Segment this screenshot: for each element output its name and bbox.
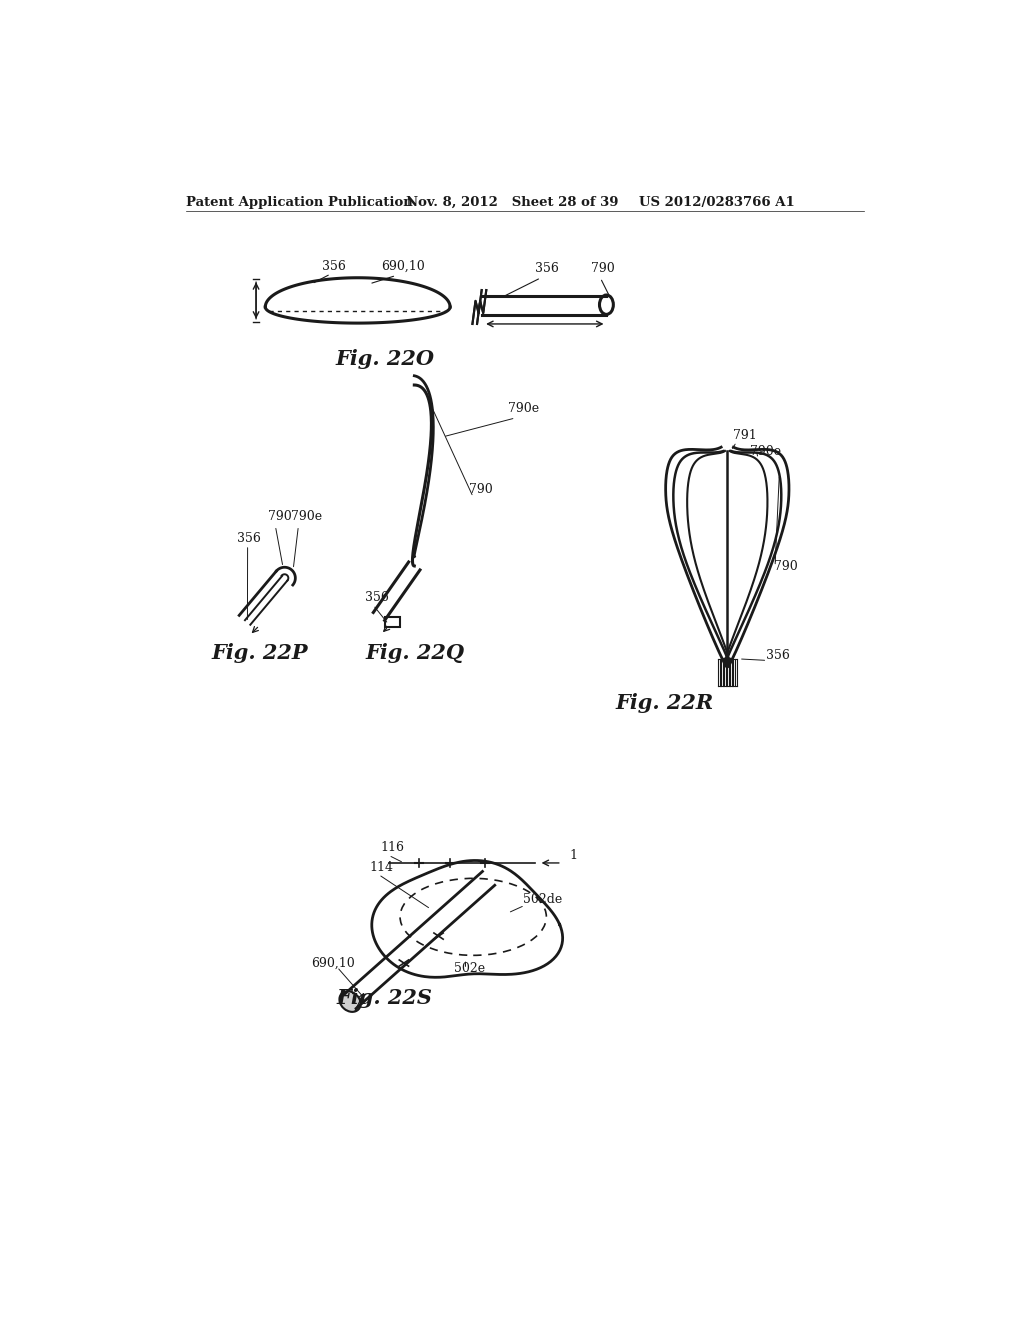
Text: 1: 1 — [569, 849, 578, 862]
Text: 356: 356 — [366, 591, 389, 605]
Ellipse shape — [339, 991, 360, 1012]
Text: 356: 356 — [535, 263, 559, 276]
Text: 356: 356 — [237, 532, 261, 545]
Text: Patent Application Publication: Patent Application Publication — [186, 195, 413, 209]
Text: Fig. 22Q: Fig. 22Q — [366, 643, 465, 663]
Text: 790e: 790e — [291, 511, 322, 523]
Text: Fig. 22S: Fig. 22S — [337, 987, 433, 1008]
Text: 356: 356 — [322, 260, 345, 273]
Text: 790e: 790e — [751, 445, 781, 458]
Text: 690,10: 690,10 — [381, 260, 425, 273]
Text: Fig. 22O: Fig. 22O — [335, 348, 434, 368]
Text: 790: 790 — [267, 511, 292, 523]
Text: 502de: 502de — [523, 894, 562, 906]
Text: 356: 356 — [766, 649, 790, 661]
Text: Fig. 22R: Fig. 22R — [615, 693, 714, 713]
Text: Fig. 22P: Fig. 22P — [211, 643, 308, 663]
Text: 790: 790 — [469, 483, 494, 496]
Text: 114: 114 — [370, 861, 393, 874]
Text: 790: 790 — [591, 263, 614, 276]
Text: Nov. 8, 2012   Sheet 28 of 39: Nov. 8, 2012 Sheet 28 of 39 — [407, 195, 618, 209]
Text: 502e: 502e — [454, 962, 485, 975]
Bar — [385, 616, 400, 627]
Text: 790e: 790e — [508, 403, 539, 416]
Text: 116: 116 — [381, 841, 404, 854]
Text: 790: 790 — [773, 561, 798, 573]
Text: US 2012/0283766 A1: US 2012/0283766 A1 — [639, 195, 795, 209]
Text: 791: 791 — [733, 429, 757, 442]
Text: 690,10: 690,10 — [311, 957, 355, 970]
